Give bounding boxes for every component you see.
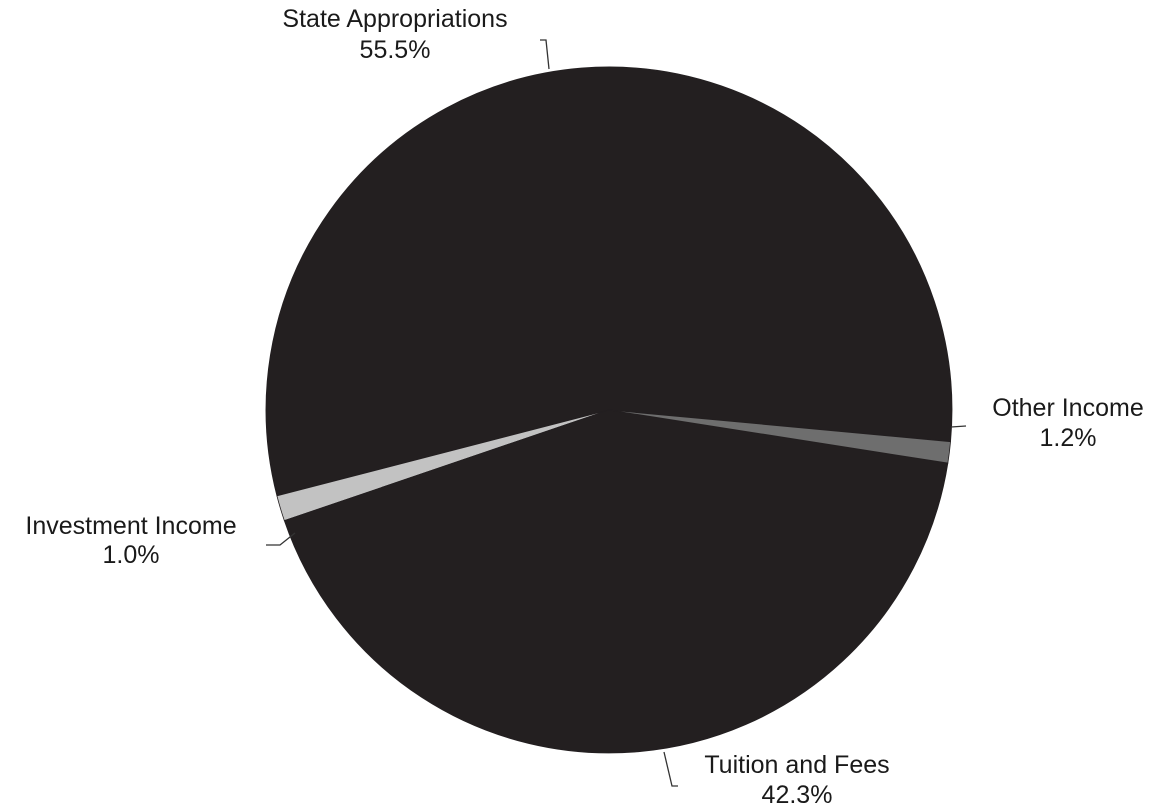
- value-other-income: 1.2%: [1040, 424, 1097, 452]
- label-other-income: Other Income: [992, 394, 1143, 422]
- label-state-appropriations: State Appropriations: [282, 5, 507, 33]
- value-tuition-and-fees: 42.3%: [762, 781, 833, 805]
- value-state-appropriations: 55.5%: [360, 36, 431, 64]
- label-investment-income: Investment Income: [25, 512, 236, 540]
- leader-line-tuition-and-fees: [664, 752, 678, 786]
- value-investment-income: 1.0%: [103, 541, 160, 569]
- leader-line-state-appropriations: [540, 40, 549, 69]
- pie-slices: [266, 67, 952, 753]
- label-tuition-and-fees: Tuition and Fees: [704, 751, 889, 779]
- leader-line-other-income: [951, 426, 966, 427]
